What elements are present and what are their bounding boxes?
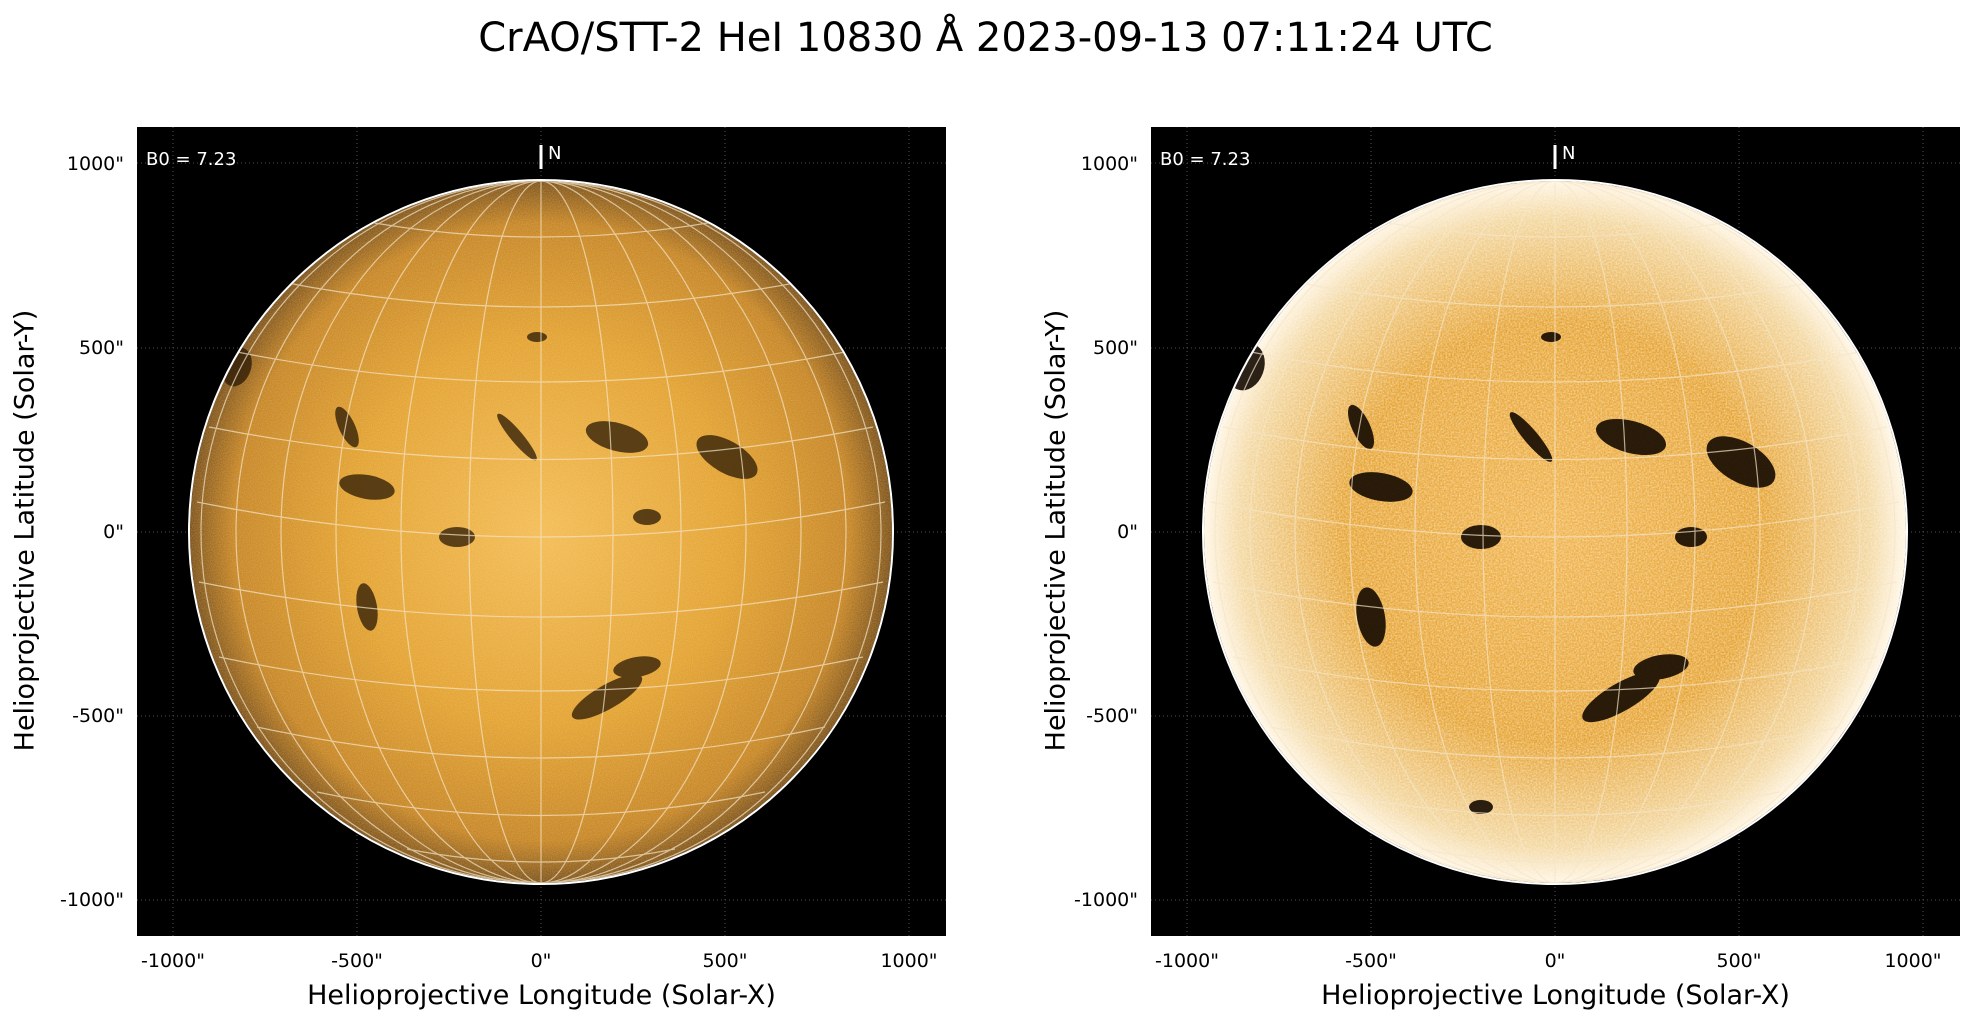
right-b0-label: B0 = 7.23: [1160, 149, 1251, 170]
left-xtick-0: 0": [530, 950, 552, 972]
left-b0-label: B0 = 7.23: [146, 149, 237, 170]
left-image-axes: B0 = 7.23 N: [137, 127, 946, 936]
right-xtick-500: 500": [1716, 950, 1762, 972]
left-x-axis-label: Helioprojective Longitude (Solar-X): [307, 980, 776, 1011]
right-xtick-neg500: -500": [1345, 950, 1397, 972]
right-ytick-0: 0": [1117, 521, 1138, 543]
right-heliographic-grid: [1210, 181, 1900, 883]
figure-title: CrAO/STT-2 HeI 10830 Å 2023-09-13 07:11:…: [478, 15, 1493, 61]
right-ytick-1000: 1000": [1080, 153, 1138, 175]
right-limb-circle: [1202, 179, 1908, 885]
right-ytick-neg500: -500": [1086, 705, 1138, 727]
right-image-axes: B0 = 7.23 N: [1151, 127, 1960, 936]
left-ytick-neg1000: -1000": [60, 889, 124, 911]
right-sun-image: [1151, 127, 1960, 936]
right-xtick-0: 0": [1544, 950, 1566, 972]
left-heliographic-grid: [196, 181, 886, 883]
left-y-axis-label: Helioprojective Latitude (Solar-Y): [9, 309, 41, 752]
right-north-label: N: [1562, 143, 1576, 164]
left-ytick-1000: 1000": [66, 153, 124, 175]
right-xtick-neg1000: -1000": [1155, 950, 1219, 972]
left-xtick-neg500: -500": [331, 950, 383, 972]
left-xtick-neg1000: -1000": [141, 950, 205, 972]
left-xtick-1000: 1000": [880, 950, 938, 972]
left-xtick-500: 500": [702, 950, 748, 972]
left-ytick-neg500: -500": [72, 705, 124, 727]
left-filaments: [222, 332, 758, 720]
left-ytick-0: 0": [103, 521, 124, 543]
left-ytick-500: 500": [78, 337, 124, 359]
right-ytick-neg1000: -1000": [1074, 889, 1138, 911]
right-xtick-1000: 1000": [1884, 950, 1942, 972]
right-x-axis-label: Helioprojective Longitude (Solar-X): [1321, 980, 1790, 1011]
left-north-label: N: [548, 143, 562, 164]
right-y-axis-label: Helioprojective Latitude (Solar-Y): [1040, 309, 1072, 752]
right-ytick-500: 500": [1092, 337, 1138, 359]
left-limb-circle: [188, 179, 894, 885]
left-sun-image: [137, 127, 946, 936]
